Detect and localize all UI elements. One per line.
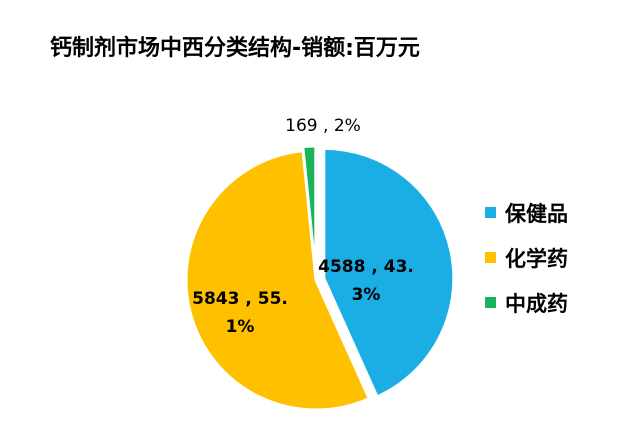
pie-slice-1 (322, 146, 456, 399)
legend-swatch-1 (485, 207, 496, 218)
pie-slices (184, 144, 456, 412)
legend-label-2: 化学药 (505, 247, 568, 271)
pie-slice-2 (184, 149, 372, 412)
pie-slice-3 (301, 144, 318, 277)
legend-label-3: 中成药 (505, 292, 568, 316)
data-label-2: 5843 , 55. 1% (192, 289, 288, 337)
chart-title: 钙制剂市场中西分类结构-销额:百万元 (50, 35, 420, 61)
legend-label-1: 保健品 (504, 202, 568, 226)
legend-swatch-3 (485, 297, 496, 308)
legend-swatch-2 (485, 252, 496, 263)
data-label-1: 4588 , 43. 3% (318, 257, 414, 305)
data-labels: 4588 , 43. 3% 5843 , 55. 1% 169 , 2% (192, 116, 414, 337)
data-label-3: 169 , 2% (285, 116, 361, 136)
